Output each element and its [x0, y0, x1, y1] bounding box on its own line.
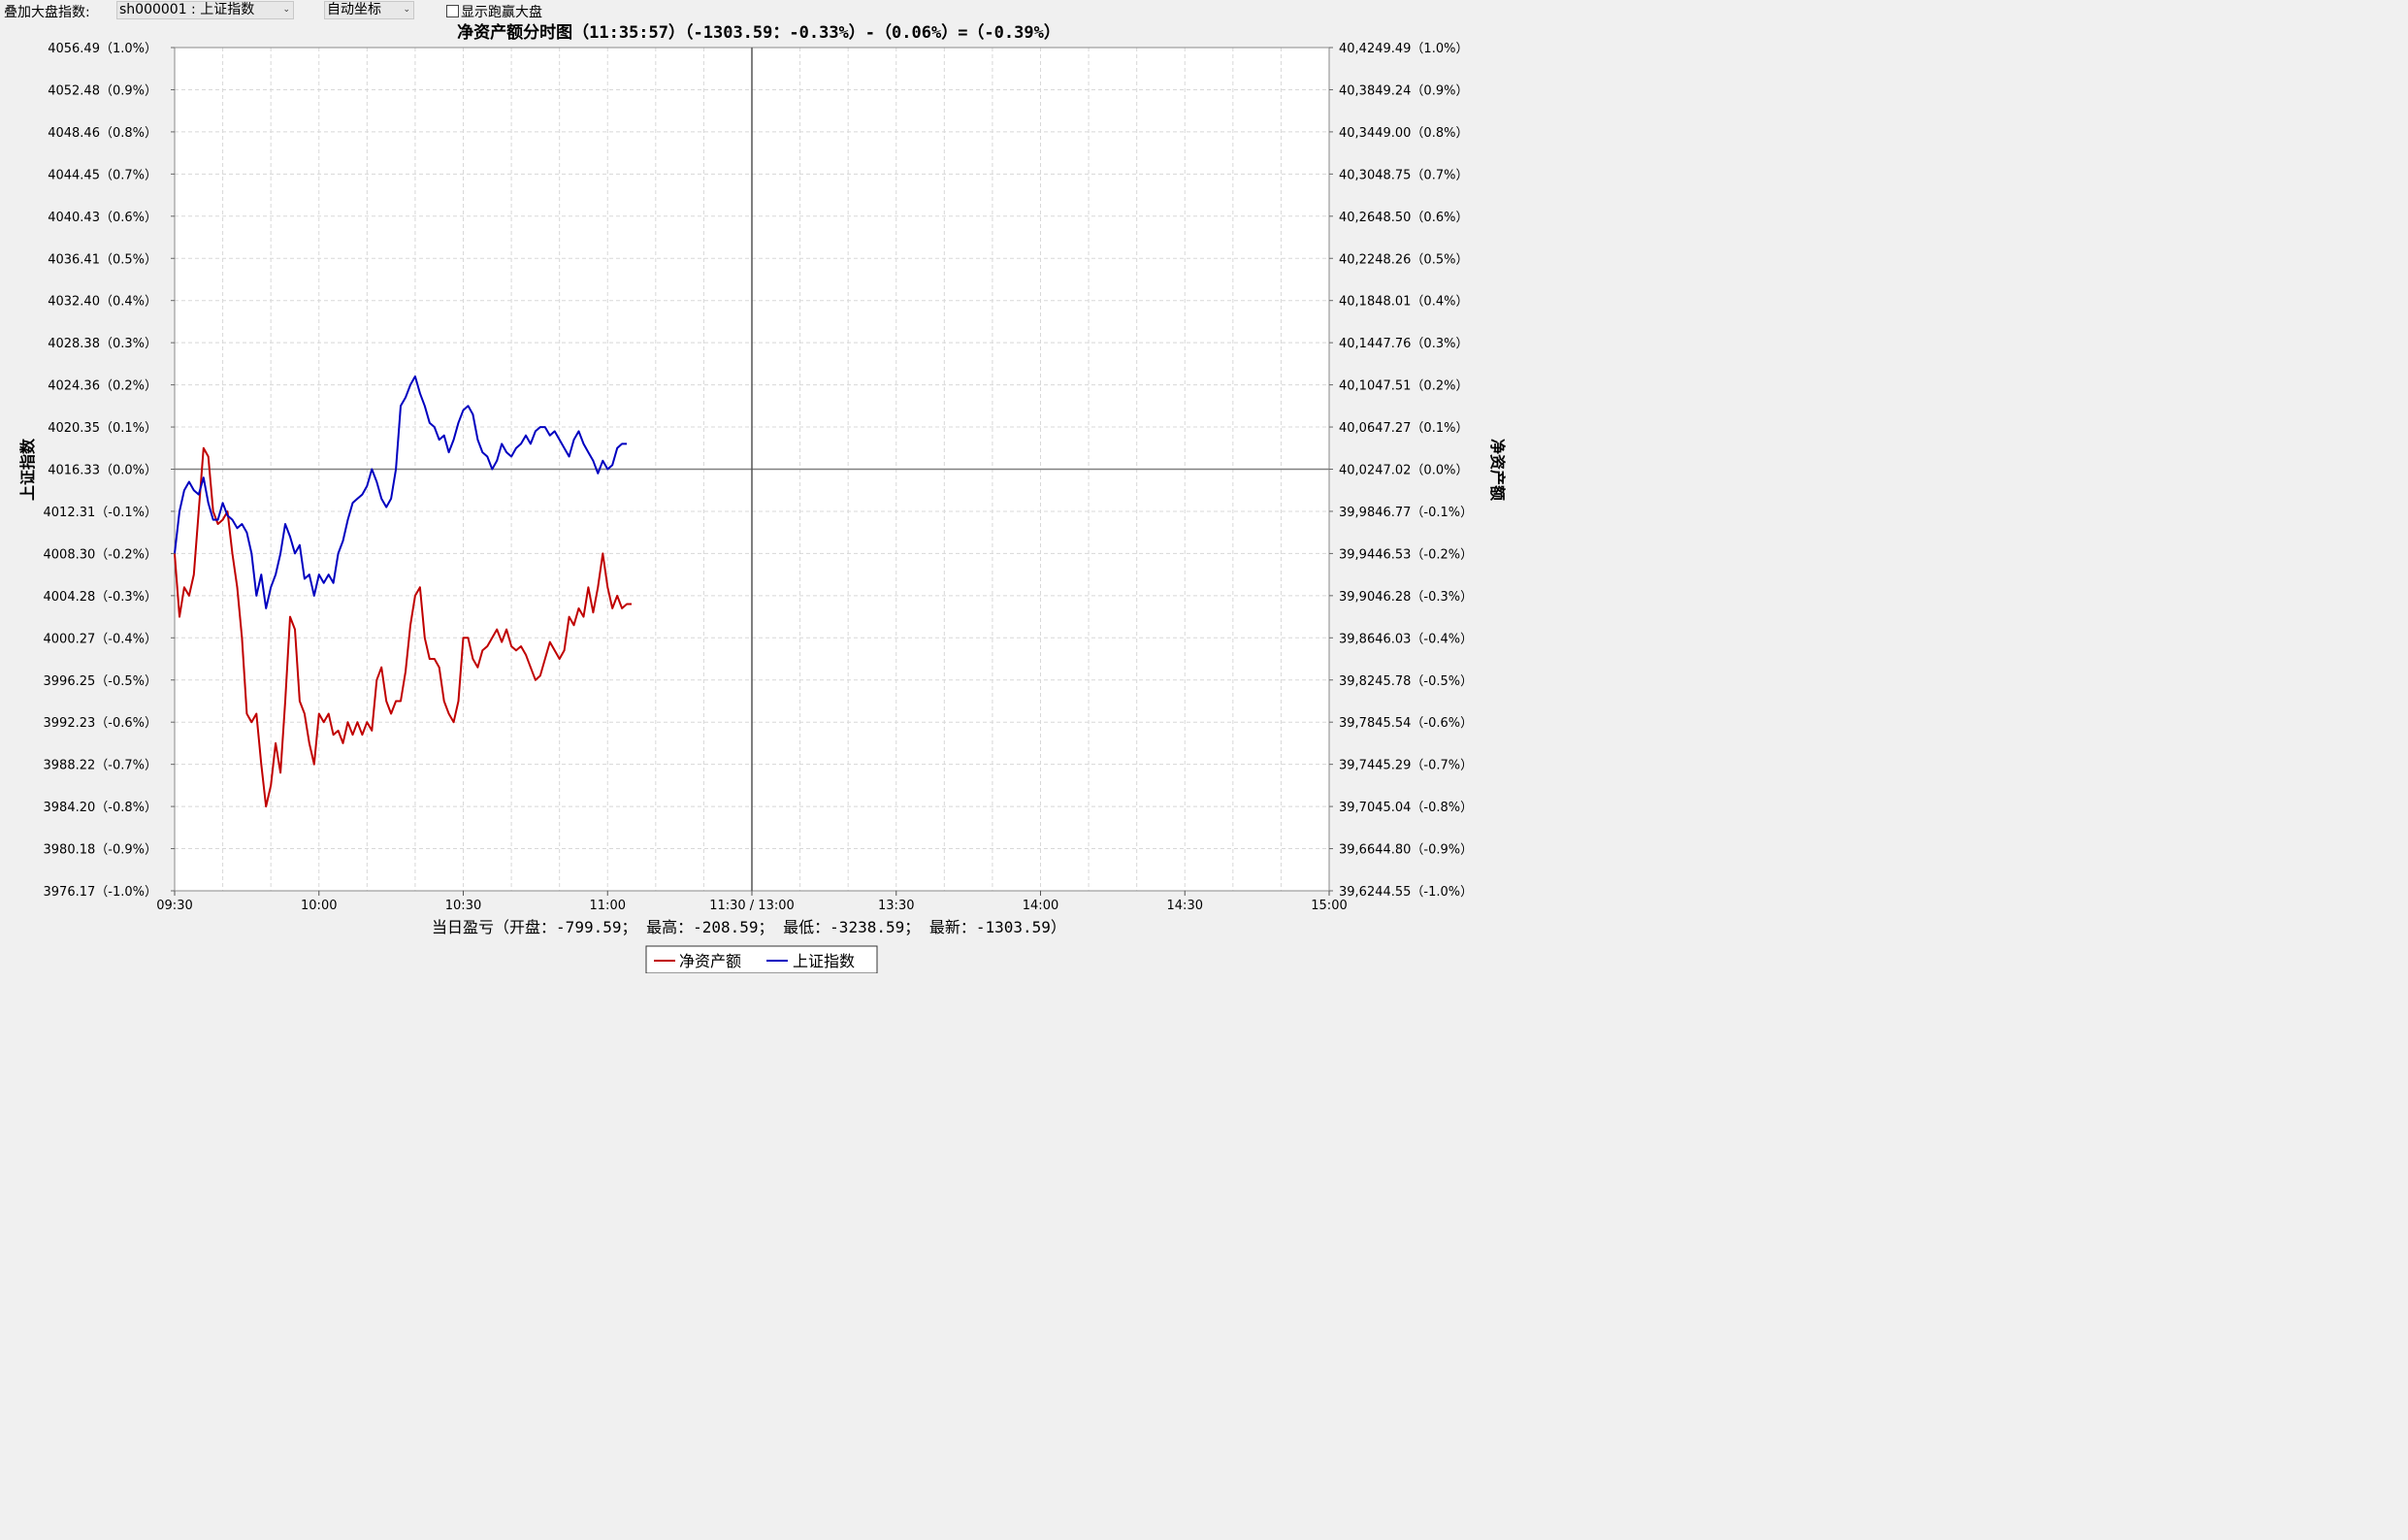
x-tick-label: 10:30 — [445, 899, 481, 913]
left-tick-label: 4056.49（1.0%） — [48, 42, 157, 56]
left-tick-label: 4044.45（0.7%） — [48, 168, 157, 182]
left-tick-label: 4048.46（0.8%） — [48, 126, 157, 141]
left-tick-label: 3992.23（-0.6%） — [44, 716, 157, 731]
left-tick-label: 4000.27（-0.4%） — [44, 632, 157, 646]
left-tick-label: 4028.38（0.3%） — [48, 337, 157, 351]
left-tick-label: 4012.31（-0.1%） — [44, 506, 157, 520]
right-tick-label: 39,9046.28（-0.3%） — [1339, 590, 1473, 605]
left-tick-label: 4052.48（0.9%） — [48, 83, 157, 98]
left-tick-label: 4024.36（0.2%） — [48, 379, 157, 394]
chart-title: 净资产额分时图（11:35:57）（-1303.59：-0.33%）-（0.06… — [457, 22, 1060, 43]
left-tick-label: 3980.18（-0.9%） — [44, 843, 157, 858]
left-tick-label: 4036.41（0.5%） — [48, 252, 157, 267]
outperform-checkbox-label: 显示跑赢大盘 — [461, 5, 542, 20]
left-tick-label: 3984.20（-0.8%） — [44, 801, 157, 815]
right-tick-label: 39,8245.78（-0.5%） — [1339, 674, 1473, 689]
right-tick-label: 39,9846.77（-0.1%） — [1339, 506, 1473, 520]
x-tick-label: 11:30 / 13:00 — [709, 899, 795, 913]
index-select-value: sh000001 : 上证指数 — [119, 2, 255, 17]
right-tick-label: 39,8646.03（-0.4%） — [1339, 632, 1473, 646]
outperform-checkbox[interactable]: 显示跑赢大盘 — [446, 2, 542, 21]
x-tick-label: 09:30 — [156, 899, 192, 913]
right-tick-label: 39,6644.80（-0.9%） — [1339, 843, 1473, 858]
chevron-down-icon: ⌄ — [403, 5, 410, 15]
right-tick-label: 40,4249.49（1.0%） — [1339, 42, 1468, 56]
checkbox-box[interactable] — [446, 5, 459, 17]
intraday-chart: 4056.49（1.0%） 4052.48（0.9%） 4048.46（0.8%） 4… — [18, 22, 1507, 973]
left-tick-label: 4004.28（-0.3%） — [44, 590, 157, 605]
left-tick-label: 4040.43（0.6%） — [48, 211, 157, 225]
left-tick-label: 3988.22（-0.7%） — [44, 759, 157, 773]
left-tick-label: 4020.35（0.1%） — [48, 421, 157, 436]
toolbar: 叠加大盘指数: sh000001 : 上证指数 ⌄ 自动坐标 ⌄ 显示跑赢大盘 — [0, 0, 1521, 21]
index-select[interactable]: sh000001 : 上证指数 ⌄ — [116, 1, 294, 19]
right-tick-label: 40,3849.24（0.9%） — [1339, 83, 1468, 98]
legend-label-net-assets: 净资产额 — [679, 952, 741, 970]
series-lines — [174, 375, 632, 808]
right-tick-label: 40,3449.00（0.8%） — [1339, 126, 1468, 141]
right-tick-label: 40,1447.76（0.3%） — [1339, 337, 1468, 351]
right-tick-label: 40,2648.50（0.6%） — [1339, 211, 1468, 225]
x-tick-label: 15:00 — [1311, 899, 1347, 913]
right-tick-label: 39,7045.04（-0.8%） — [1339, 801, 1473, 815]
series-line-net-assets — [174, 446, 632, 808]
right-axis-ticks: 40,4249.49（1.0%） 40,3849.24（0.9%） 40,3449.… — [1329, 42, 1473, 900]
x-tick-label: 13:30 — [878, 899, 914, 913]
left-tick-label: 4016.33（0.0%） — [48, 464, 157, 478]
x-axis-ticks: 09:30 10:00 10:30 11:00 11:30 / 13:00 13:30 14… — [156, 891, 1348, 913]
left-tick-label: 4032.40（0.4%） — [48, 295, 157, 310]
right-tick-label: 40,0247.02（0.0%） — [1339, 464, 1468, 478]
left-tick-label: 4008.30（-0.2%） — [44, 547, 157, 562]
right-axis-title: 净资产额 — [1488, 439, 1507, 501]
x-tick-label: 10:00 — [301, 899, 337, 913]
left-axis-title: 上证指数 — [18, 438, 37, 501]
chevron-down-icon: ⌄ — [282, 5, 290, 15]
right-tick-label: 40,2248.26（0.5%） — [1339, 252, 1468, 267]
axis-mode-select[interactable]: 自动坐标 ⌄ — [324, 1, 414, 19]
right-tick-label: 40,1848.01（0.4%） — [1339, 295, 1468, 310]
x-tick-label: 11:00 — [590, 899, 626, 913]
series-line-sse-index — [174, 375, 628, 609]
left-tick-label: 3976.17（-1.0%） — [44, 885, 157, 900]
x-tick-label: 14:00 — [1023, 899, 1058, 913]
axis-mode-value: 自动坐标 — [327, 2, 381, 17]
left-tick-label: 3996.25（-0.5%） — [44, 674, 157, 689]
right-tick-label: 39,6244.55（-1.0%） — [1339, 885, 1473, 900]
right-tick-label: 40,1047.51（0.2%） — [1339, 379, 1468, 394]
legend: 净资产额 上证指数 — [645, 945, 878, 973]
left-axis-ticks: 4056.49（1.0%） 4052.48（0.9%） 4048.46（0.8%） 4… — [44, 42, 175, 900]
right-tick-label: 39,7845.54（-0.6%） — [1339, 716, 1473, 731]
right-tick-label: 40,3048.75（0.7%） — [1339, 168, 1468, 182]
legend-label-sse-index: 上证指数 — [793, 952, 855, 970]
right-tick-label: 40,0647.27（0.1%） — [1339, 421, 1468, 436]
overlay-index-label: 叠加大盘指数: — [4, 5, 90, 20]
right-tick-label: 39,9446.53（-0.2%） — [1339, 547, 1473, 562]
daily-pnl-footer: 当日盈亏（开盘：-799.59； 最高：-208.59； 最低：-3238.59… — [432, 918, 1066, 936]
x-tick-label: 14:30 — [1167, 899, 1203, 913]
right-tick-label: 39,7445.29（-0.7%） — [1339, 759, 1473, 773]
